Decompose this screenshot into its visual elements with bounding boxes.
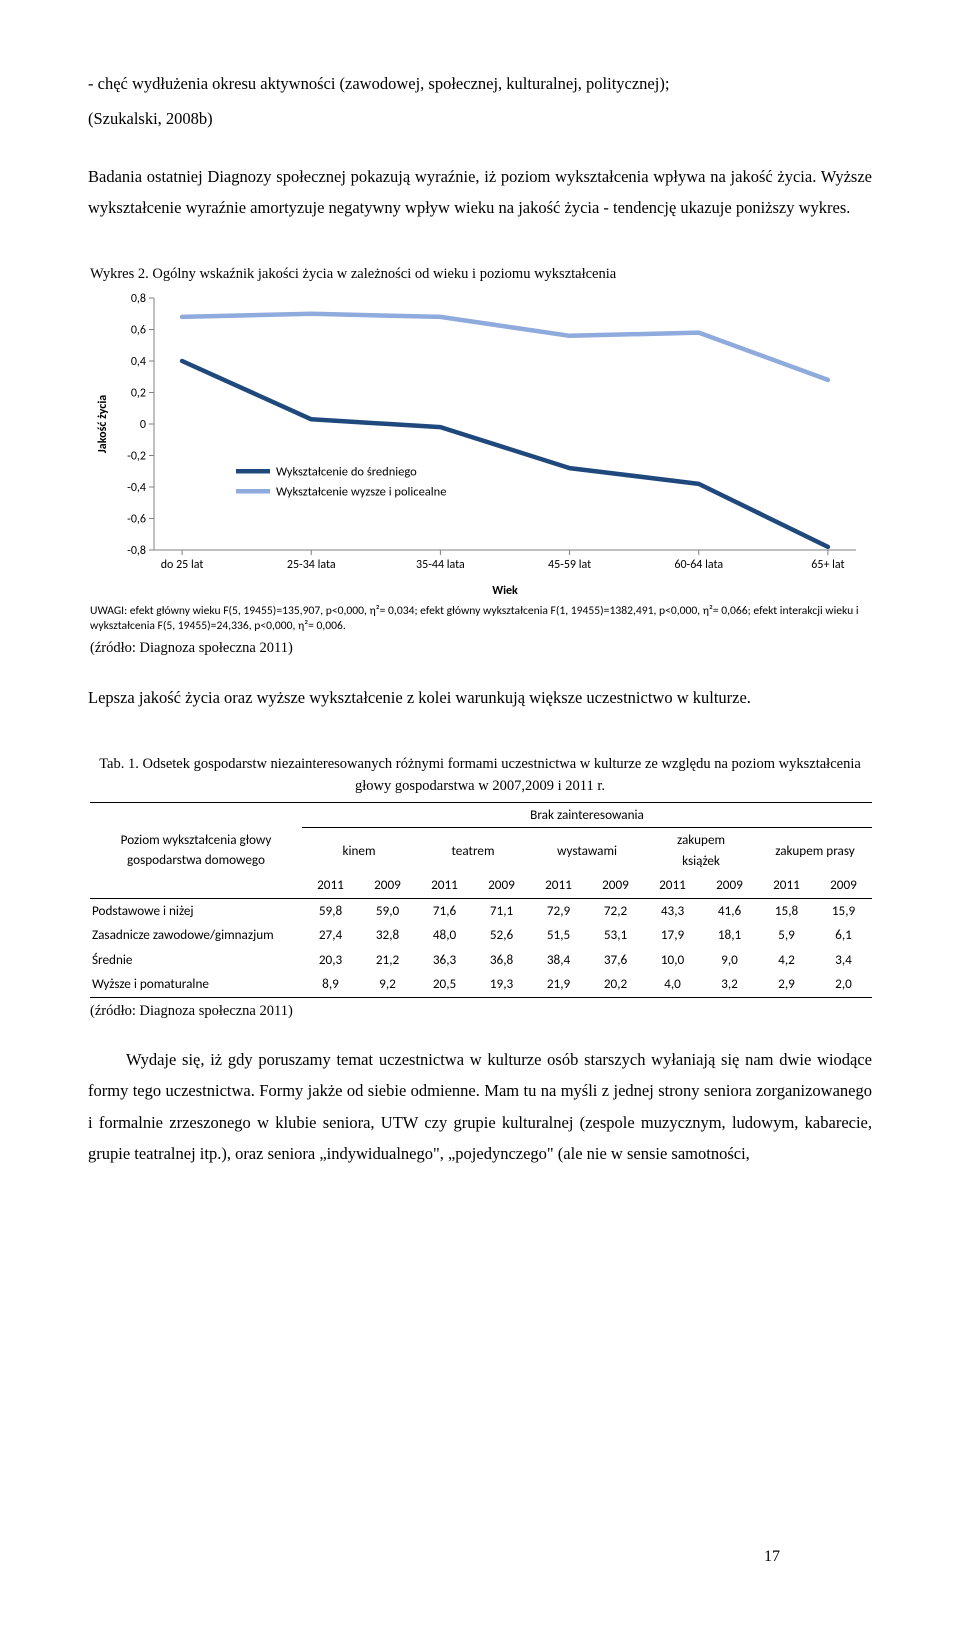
svg-text:25-34 lata: 25-34 lata [287, 558, 336, 572]
para-cite-szukalski: (Szukalski, 2008b) [88, 103, 872, 134]
table-cell: 19,3 [473, 972, 530, 997]
table-cell: 37,6 [587, 948, 644, 972]
row-label: Średnie [90, 948, 302, 972]
svg-text:0,8: 0,8 [131, 292, 146, 306]
svg-text:65+ lat: 65+ lat [811, 558, 844, 572]
table-cell: 3,2 [701, 972, 758, 997]
svg-text:Wiek: Wiek [492, 584, 518, 598]
svg-text:60-64 lata: 60-64 lata [674, 558, 723, 572]
table-cell: 2,0 [815, 972, 872, 997]
figure-footnote: UWAGI: efekt główny wieku F(5, 19455)=13… [90, 604, 872, 635]
table-cell: 5,9 [758, 923, 815, 947]
svg-text:-0,2: -0,2 [127, 449, 146, 463]
table-cell: 52,6 [473, 923, 530, 947]
table-cell: 10,0 [644, 948, 701, 972]
table-cell: 9,2 [359, 972, 416, 997]
table-cell: 20,5 [416, 972, 473, 997]
quality-of-life-chart: -0,8 -0,6 -0,4 -0,2 0 0,2 0,4 0,6 0,8 do 25 lat 25… [90, 290, 872, 600]
table-cell: 3,4 [815, 948, 872, 972]
table-cell: 27,4 [302, 923, 359, 947]
year-header: 2011 [302, 873, 359, 898]
table-cell: 59,8 [302, 898, 359, 923]
figure-caption: Wykres 2. Ogólny wskaźnik jakości życia … [90, 263, 872, 285]
table-cell: 2,9 [758, 972, 815, 997]
table-caption: Tab. 1. Odsetek gospodarstw niezainteres… [90, 753, 870, 798]
svg-text:-0,4: -0,4 [127, 481, 146, 495]
table-cell: 4,2 [758, 948, 815, 972]
row-header-label: Poziom wykształcenia głowygospodarstwa d… [90, 802, 302, 898]
table-cell: 53,1 [587, 923, 644, 947]
table-cell: 51,5 [530, 923, 587, 947]
super-header: Brak zainteresowania [302, 802, 872, 827]
table-cell: 15,9 [815, 898, 872, 923]
para-diagnoza-intro: Badania ostatniej Diagnozy społecznej po… [88, 161, 872, 224]
group-header: kinem [302, 828, 416, 873]
table-cell: 71,6 [416, 898, 473, 923]
para-activity-list: - chęć wydłużenia okresu aktywności (zaw… [88, 68, 872, 99]
row-label: Zasadnicze zawodowe/gimnazjum [90, 923, 302, 947]
table-cell: 72,2 [587, 898, 644, 923]
page-number: 17 [764, 1545, 780, 1570]
year-header: 2009 [587, 873, 644, 898]
svg-text:45-59 lat: 45-59 lat [548, 558, 591, 572]
uninterested-households-table: Poziom wykształcenia głowygospodarstwa d… [90, 802, 872, 998]
table-cell: 36,3 [416, 948, 473, 972]
group-header: teatrem [416, 828, 530, 873]
table-cell: 20,2 [587, 972, 644, 997]
svg-text:0,2: 0,2 [131, 386, 146, 400]
svg-text:Wykształcenie do średniego: Wykształcenie do średniego [276, 464, 417, 479]
year-header: 2011 [416, 873, 473, 898]
table-source: (źródło: Diagnoza społeczna 2011) [90, 1000, 872, 1022]
para-better-qol: Lepsza jakość życia oraz wyższe wykształ… [88, 682, 872, 713]
svg-text:Wykształcenie wyzsze i policea: Wykształcenie wyzsze i policealne [276, 484, 446, 499]
table-cell: 6,1 [815, 923, 872, 947]
year-header: 2009 [815, 873, 872, 898]
table-cell: 8,9 [302, 972, 359, 997]
table-cell: 17,9 [644, 923, 701, 947]
svg-text:0: 0 [140, 418, 146, 432]
group-header: wystawami [530, 828, 644, 873]
group-header: zakupem prasy [758, 828, 872, 873]
svg-text:35-44 lata: 35-44 lata [416, 558, 465, 572]
table-cell: 71,1 [473, 898, 530, 923]
table-cell: 15,8 [758, 898, 815, 923]
svg-text:0,4: 0,4 [131, 355, 146, 369]
svg-text:do 25 lat: do 25 lat [161, 558, 204, 572]
year-header: 2009 [473, 873, 530, 898]
year-header: 2011 [644, 873, 701, 898]
table-cell: 72,9 [530, 898, 587, 923]
year-header: 2011 [758, 873, 815, 898]
table-cell: 32,8 [359, 923, 416, 947]
table-cell: 9,0 [701, 948, 758, 972]
table-cell: 20,3 [302, 948, 359, 972]
svg-text:0,6: 0,6 [131, 323, 146, 337]
table-cell: 38,4 [530, 948, 587, 972]
svg-text:Jakość życia: Jakość życia [96, 395, 110, 453]
year-header: 2009 [701, 873, 758, 898]
group-header: zakupemksiążek [644, 828, 758, 873]
row-label: Wyższe i pomaturalne [90, 972, 302, 997]
year-header: 2009 [359, 873, 416, 898]
year-header: 2011 [530, 873, 587, 898]
table-cell: 41,6 [701, 898, 758, 923]
table-cell: 4,0 [644, 972, 701, 997]
para-two-forms: Wydaje się, iż gdy poruszamy temat uczes… [88, 1044, 872, 1169]
table-cell: 48,0 [416, 923, 473, 947]
table-cell: 59,0 [359, 898, 416, 923]
svg-text:-0,8: -0,8 [127, 544, 146, 558]
table-cell: 18,1 [701, 923, 758, 947]
row-label: Podstawowe i niżej [90, 898, 302, 923]
table-cell: 43,3 [644, 898, 701, 923]
figure-source: (źródło: Diagnoza społeczna 2011) [90, 637, 872, 659]
table-cell: 21,9 [530, 972, 587, 997]
table-cell: 21,2 [359, 948, 416, 972]
svg-text:-0,6: -0,6 [127, 512, 146, 526]
table-cell: 36,8 [473, 948, 530, 972]
